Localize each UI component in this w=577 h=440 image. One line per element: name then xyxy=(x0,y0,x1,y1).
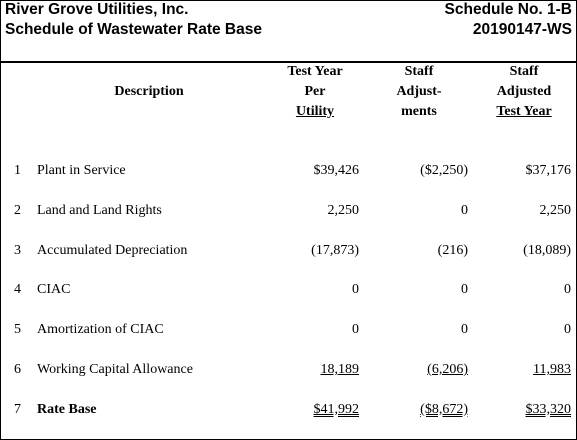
amount: 0 xyxy=(564,282,571,298)
column-heading: Test Year xyxy=(287,64,343,79)
amount: 0 xyxy=(461,202,468,218)
row-number: 3 xyxy=(14,242,21,258)
row-description: Rate Base xyxy=(37,401,97,417)
amount: 0 xyxy=(352,282,359,298)
amount: $41,992 xyxy=(313,401,360,417)
amount: 2,250 xyxy=(327,202,360,218)
amount: ($2,250) xyxy=(420,163,468,178)
amount: (17,873) xyxy=(311,242,359,258)
column-heading: Utility xyxy=(295,104,335,119)
row-number: 1 xyxy=(14,163,21,178)
amount: (18,089) xyxy=(523,242,571,258)
column-heading: Adjusted xyxy=(496,84,552,99)
column-heading: Adjust- xyxy=(396,84,442,99)
company: River Grove Utilities, Inc. xyxy=(5,1,189,18)
amount: 2,250 xyxy=(539,202,572,218)
amount: 18,189 xyxy=(320,362,360,377)
row-description: Amortization of CIAC xyxy=(37,322,164,338)
row-description: Plant in Service xyxy=(37,163,126,178)
row-description: CIAC xyxy=(37,282,71,298)
row-number: 2 xyxy=(14,202,21,218)
column-heading: Test Year xyxy=(496,104,552,119)
amount: 0 xyxy=(352,322,359,338)
row-number: 6 xyxy=(14,362,21,377)
row-number: 5 xyxy=(14,322,21,338)
row-number: 7 xyxy=(14,401,21,417)
schedule-title: Schedule of Wastewater Rate Base xyxy=(5,21,262,38)
amount: (216) xyxy=(437,242,468,258)
amount: $39,426 xyxy=(313,163,360,178)
column-heading: ments xyxy=(401,104,437,119)
column-heading: Per xyxy=(304,84,326,99)
amount: 11,983 xyxy=(533,362,571,377)
row-description: Accumulated Depreciation xyxy=(37,242,188,258)
column-heading: Description xyxy=(114,84,184,99)
schedule-no: Schedule No. 1-B xyxy=(444,1,572,18)
amount: (6,206) xyxy=(427,362,468,377)
column-heading: Staff xyxy=(404,64,434,79)
amount: $33,320 xyxy=(525,401,572,417)
amount: 0 xyxy=(564,322,571,338)
row-description: Land and Land Rights xyxy=(37,202,162,218)
amount: ($8,672) xyxy=(420,401,468,417)
row-description: Working Capital Allowance xyxy=(37,362,193,377)
docket: 20190147-WS xyxy=(472,21,572,38)
row-number: 4 xyxy=(14,282,21,298)
amount: 0 xyxy=(461,322,468,338)
column-heading: Staff xyxy=(509,64,539,79)
amount: 0 xyxy=(461,282,468,298)
header-rule xyxy=(1,61,576,63)
amount: $37,176 xyxy=(525,163,572,178)
